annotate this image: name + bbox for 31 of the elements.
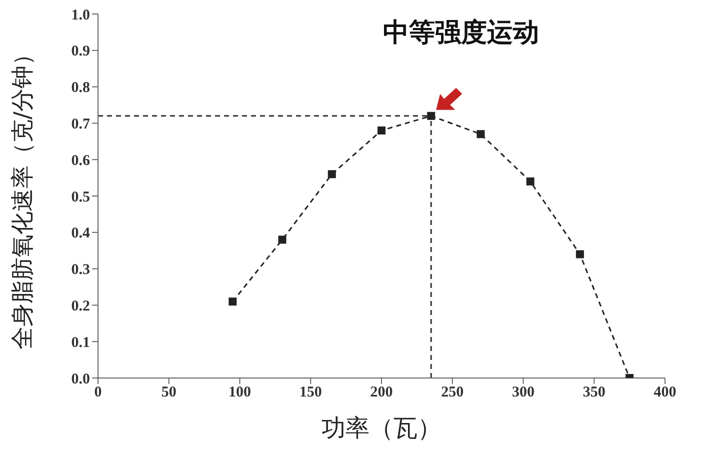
x-tick-label: 150: [299, 384, 322, 401]
point: [576, 250, 584, 258]
y-tick-label: 0.8: [71, 80, 90, 96]
x-tick-label: 100: [228, 384, 251, 401]
y-tick-label: 0.9: [71, 44, 90, 60]
x-tick-label: 50: [161, 384, 176, 401]
y-tick-label: 0.0: [71, 371, 90, 388]
point: [526, 177, 534, 186]
y-tick-label: 0.2: [71, 298, 90, 315]
point: [328, 170, 336, 178]
y-tick-label: 0.7: [71, 116, 90, 133]
y-tick-label: 0.4: [71, 226, 90, 242]
x-tick-label: 350: [582, 384, 606, 401]
y-tick-label: 1.0: [71, 7, 90, 24]
point: [278, 236, 286, 244]
y-tick-label: 0.1: [71, 334, 90, 351]
point: [378, 126, 386, 134]
y-tick-label: 0.5: [71, 189, 90, 206]
y-tick-label: 0.6: [71, 152, 90, 169]
x-tick-label: 0: [94, 384, 102, 401]
y-axis-title: 全身脂肪氧化速率（克/分钟）: [10, 42, 36, 350]
annotation: 中等强度运动: [383, 18, 540, 48]
x-tick-label: 250: [441, 384, 464, 401]
x-axis-title: 功率（瓦）: [322, 414, 442, 442]
x-tick-label: 300: [512, 384, 534, 401]
point: [427, 112, 436, 120]
x-tick-label: 400: [654, 384, 676, 401]
y-tick-label: 0.3: [71, 262, 90, 278]
point: [476, 130, 485, 138]
point: [228, 298, 237, 306]
x-tick-label: 200: [370, 384, 393, 401]
